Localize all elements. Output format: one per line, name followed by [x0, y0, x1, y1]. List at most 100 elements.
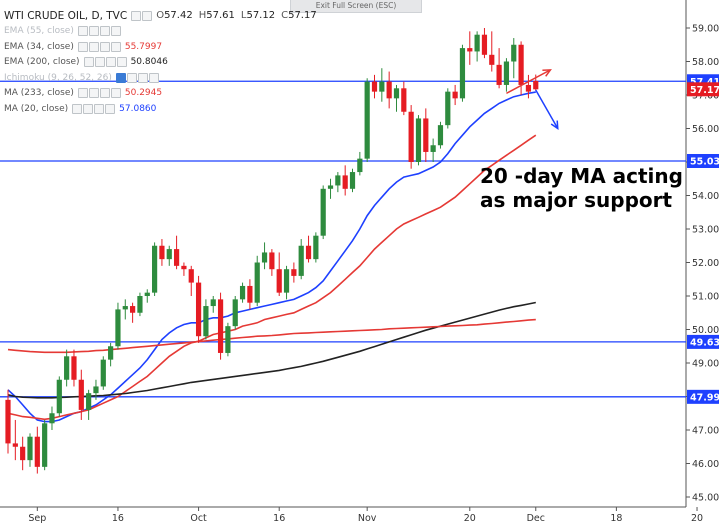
last-price-label: 57.17: [690, 85, 719, 96]
symbol-row: WTI CRUDE OIL, D, TVC O57.42 H57.61 L57.…: [4, 8, 323, 24]
candle-body: [93, 386, 99, 394]
y-tick-label: 50.00: [692, 325, 719, 336]
y-tick-label: 52.00: [692, 258, 719, 269]
trend-line: [506, 69, 551, 94]
candle-body: [12, 443, 18, 447]
candle-body: [474, 34, 480, 52]
indicator-row[interactable]: MA (233, close) 50.2945: [4, 86, 323, 102]
candle-body: [386, 81, 392, 99]
candle-body: [511, 44, 517, 62]
ohlc-high: H57.61: [198, 10, 235, 22]
candle-body: [210, 299, 216, 307]
candle-body: [152, 245, 158, 293]
trend-line-head: [542, 69, 552, 77]
settings-icon[interactable]: [94, 57, 105, 68]
candle-body: [166, 249, 172, 260]
visibility-icon[interactable]: [77, 41, 88, 52]
indicator-row[interactable]: EMA (200, close) 50.8046: [4, 55, 323, 71]
ohlc-open: O57.42: [156, 10, 193, 22]
candle-body: [452, 91, 458, 99]
settings-icon[interactable]: [88, 26, 99, 37]
candle-body: [437, 125, 444, 146]
close-icon[interactable]: [116, 57, 127, 68]
ma-line: [7, 301, 536, 399]
y-tick-label: 54.00: [692, 191, 719, 202]
candle-body: [20, 446, 26, 461]
last-price-tag: [687, 82, 719, 97]
ma-line: [7, 134, 537, 421]
close-icon[interactable]: [110, 26, 121, 37]
candle-body: [122, 306, 128, 310]
indicator-label: EMA (200, close): [4, 57, 80, 68]
indicator-label: MA (233, close): [4, 88, 74, 99]
indicator-row[interactable]: EMA (55, close): [4, 24, 323, 40]
symbol-controls: [131, 10, 153, 21]
more-icon[interactable]: [94, 103, 105, 114]
candle-body: [401, 88, 407, 112]
visibility-icon[interactable]: [72, 103, 83, 114]
close-icon[interactable]: [110, 88, 121, 99]
y-tick-label: 58.00: [692, 57, 719, 68]
settings-icon[interactable]: [88, 41, 99, 52]
indicator-controls: [83, 57, 127, 68]
candle-body: [305, 245, 312, 260]
settings-icon[interactable]: [142, 10, 153, 21]
settings-icon[interactable]: [88, 88, 99, 99]
indicator-row[interactable]: MA (20, close) 57.0860: [4, 101, 323, 117]
candle-body: [254, 262, 260, 303]
candle-body: [49, 413, 55, 424]
level-price-label: 49.63: [690, 337, 719, 348]
chart-legend: WTI CRUDE OIL, D, TVC O57.42 H57.61 L57.…: [4, 8, 323, 117]
more-icon[interactable]: [99, 88, 110, 99]
candle-body: [173, 249, 180, 266]
x-tick-label: Dec: [527, 513, 545, 524]
candle-body: [467, 48, 473, 52]
level-price-tag: [687, 389, 719, 404]
candle-body: [181, 265, 187, 270]
visibility-icon[interactable]: [115, 72, 126, 83]
candle-body: [349, 172, 356, 189]
y-tick-label: 53.00: [692, 225, 719, 236]
more-icon[interactable]: [137, 72, 148, 83]
candle-body: [100, 359, 106, 387]
symbol-title[interactable]: WTI CRUDE OIL, D, TVC: [4, 9, 128, 22]
more-icon[interactable]: [105, 57, 116, 68]
candle-body: [313, 235, 319, 260]
settings-icon[interactable]: [83, 103, 94, 114]
candle-body: [144, 292, 150, 296]
x-tick-label: 20: [464, 513, 476, 524]
candle-body: [415, 118, 422, 162]
indicator-controls: [72, 103, 116, 114]
y-tick-label: 47.00: [692, 426, 719, 437]
candle-body: [217, 299, 224, 353]
indicator-row[interactable]: Ichimoku (9, 26, 52, 26): [4, 70, 323, 86]
close-icon[interactable]: [148, 72, 159, 83]
visibility-icon[interactable]: [77, 26, 88, 37]
close-icon[interactable]: [105, 103, 116, 114]
ma-line: [7, 318, 536, 354]
x-tick-label: Nov: [358, 513, 377, 524]
candle-body: [247, 285, 253, 303]
level-price-tag: [687, 334, 719, 349]
close-icon[interactable]: [110, 41, 121, 52]
candle-body: [371, 81, 378, 92]
more-icon[interactable]: [99, 41, 110, 52]
indicator-value: 50.8046: [130, 57, 168, 68]
more-icon[interactable]: [99, 26, 110, 37]
candle-body: [298, 245, 304, 276]
exit-full-screen-button[interactable]: Exit Full Screen (ESC): [290, 0, 422, 13]
candle-body: [408, 111, 414, 162]
visibility-icon[interactable]: [131, 10, 142, 21]
visibility-icon[interactable]: [77, 88, 88, 99]
level-price-label: 55.03: [690, 156, 719, 167]
candle-body: [64, 356, 70, 380]
y-tick-label: 46.00: [692, 459, 719, 470]
settings-icon[interactable]: [126, 72, 137, 83]
candle-body: [283, 269, 290, 293]
indicator-row[interactable]: EMA (34, close) 55.7997: [4, 39, 323, 55]
candle-body: [393, 88, 400, 99]
indicator-label: Ichimoku (9, 26, 52, 26): [4, 72, 112, 83]
visibility-icon[interactable]: [83, 57, 94, 68]
